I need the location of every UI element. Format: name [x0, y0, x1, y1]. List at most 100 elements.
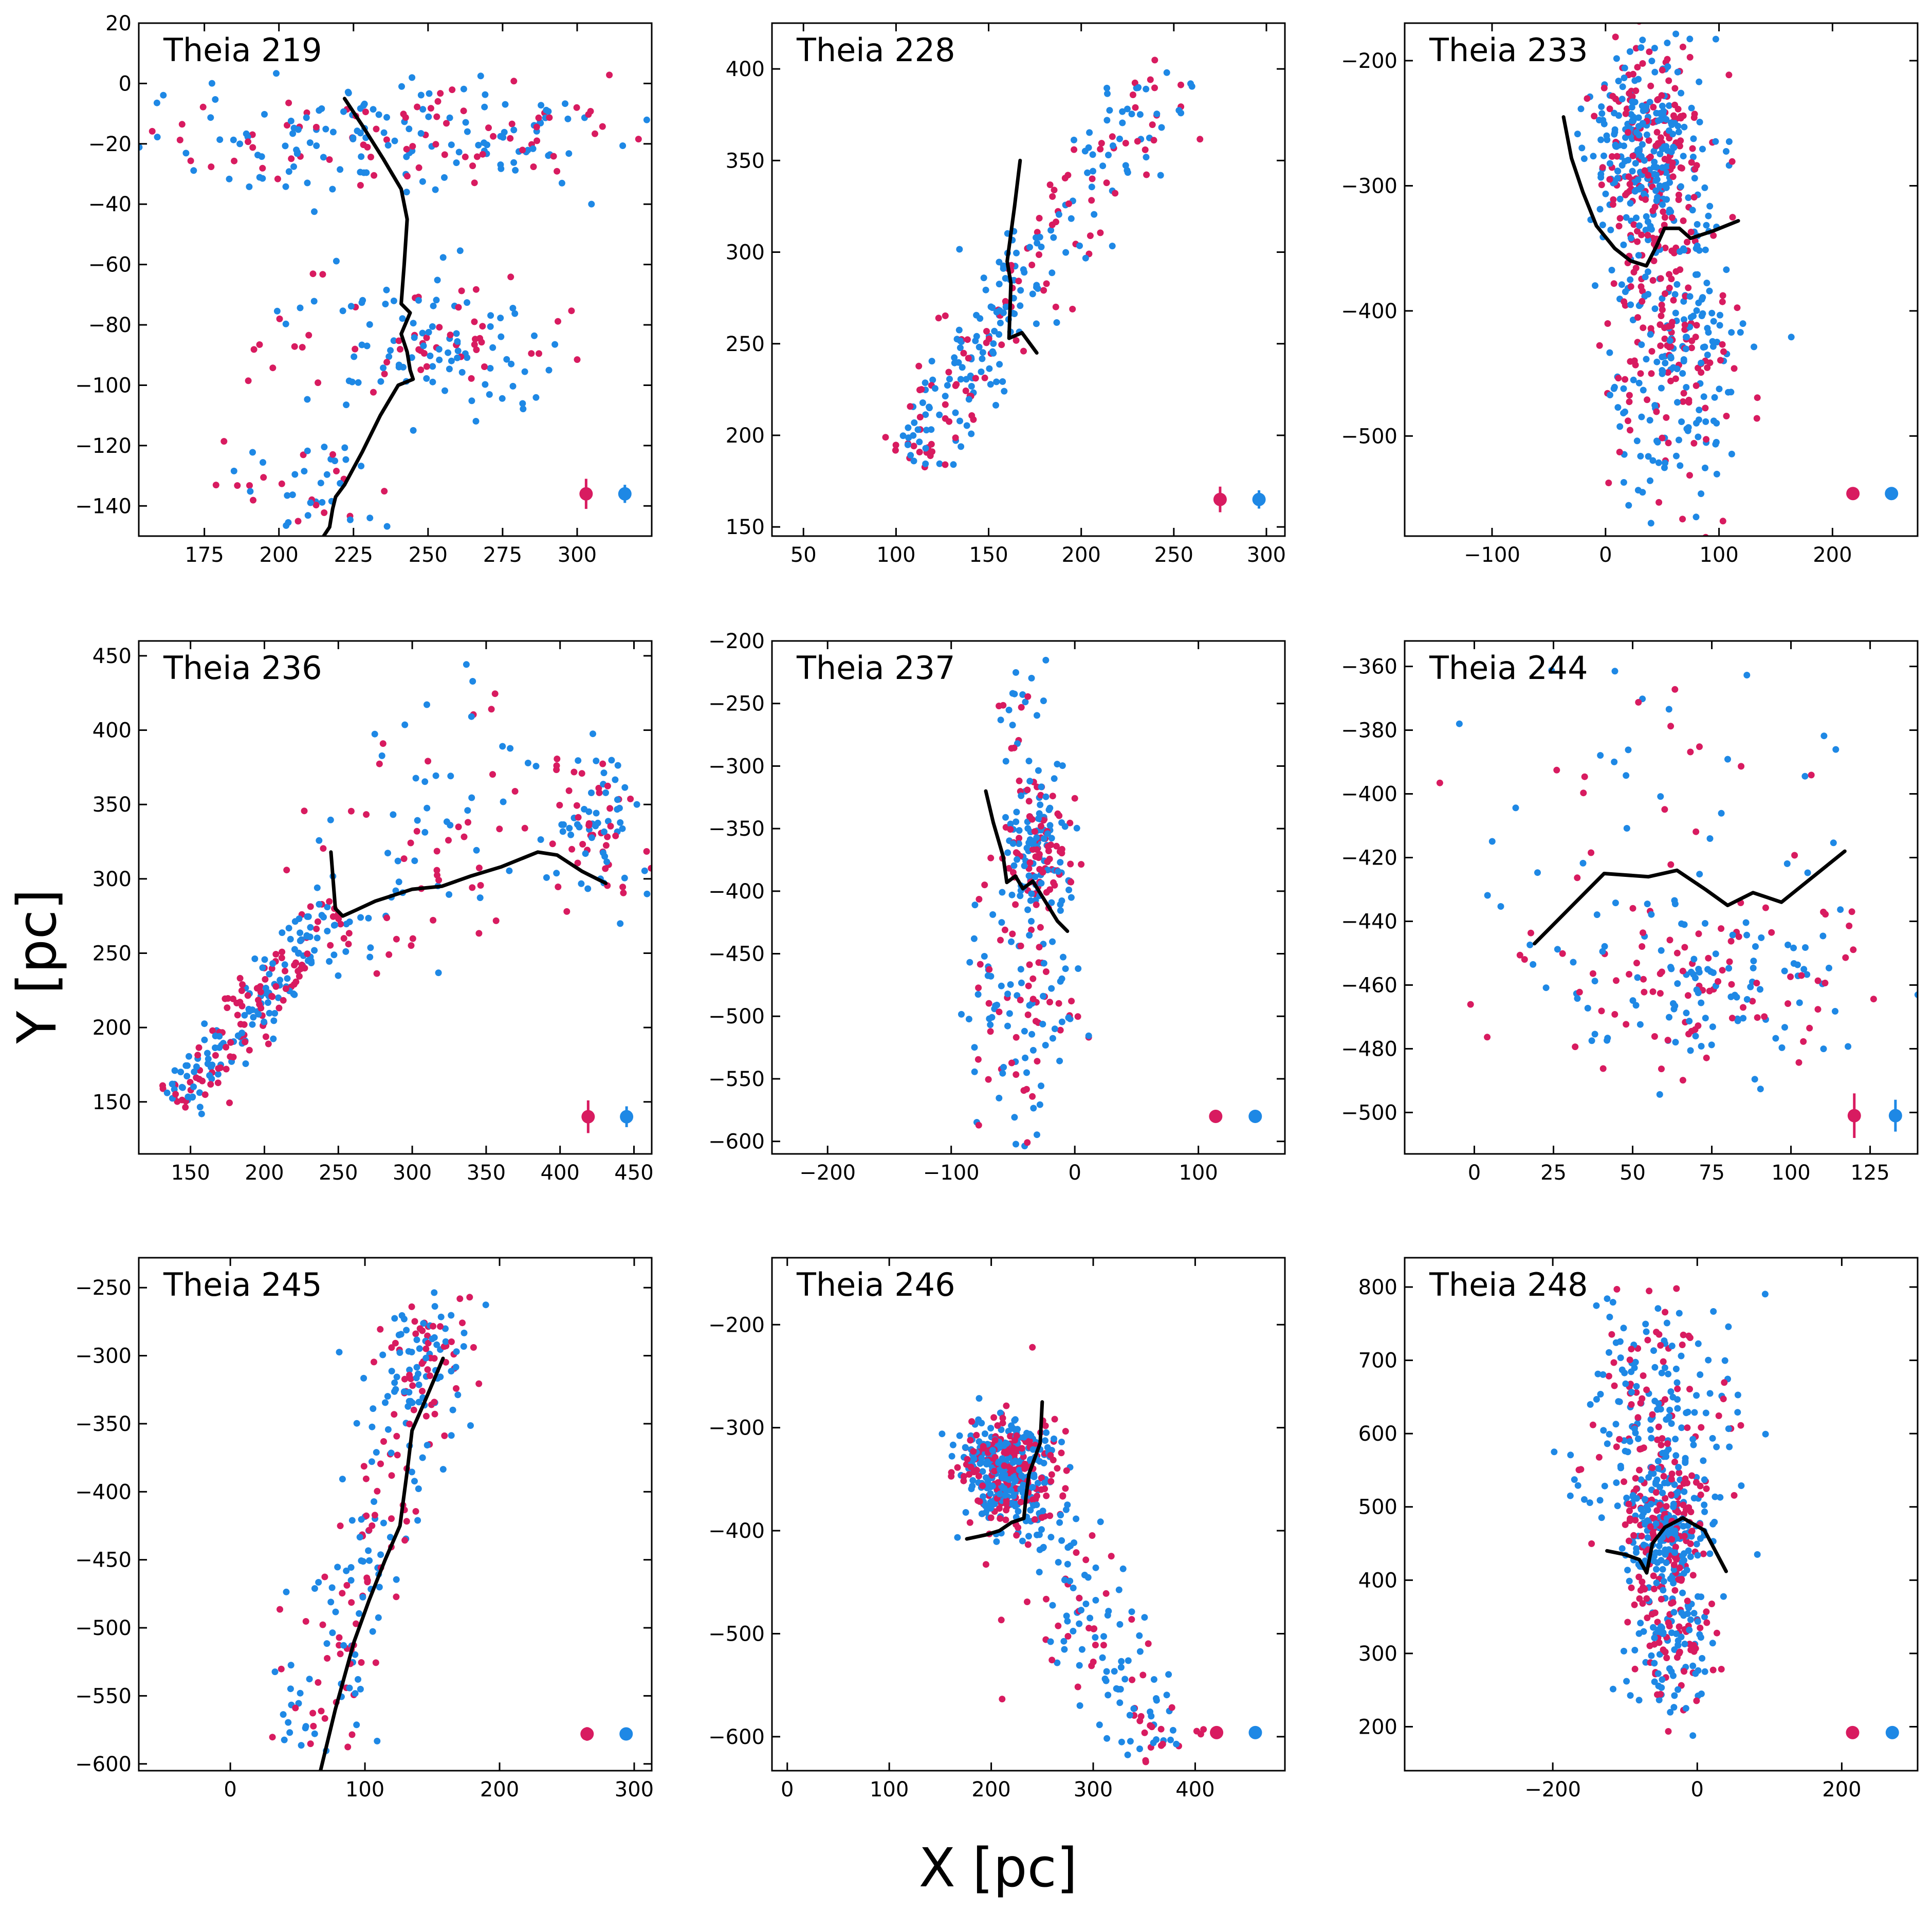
- red-point: [1100, 1642, 1107, 1649]
- blue-point: [383, 286, 390, 293]
- blue-point: [923, 427, 930, 434]
- blue-point: [986, 1015, 993, 1022]
- blue-point: [212, 96, 219, 103]
- blue-point: [297, 929, 304, 936]
- blue-point: [1725, 1425, 1732, 1432]
- red-point: [195, 1044, 203, 1051]
- blue-point: [1034, 240, 1041, 247]
- x-tick-label: 250: [319, 1161, 358, 1185]
- trend-line: [1533, 849, 1847, 946]
- red-point: [1666, 936, 1673, 944]
- red-point: [274, 175, 281, 182]
- red-point: [262, 976, 269, 983]
- blue-point: [971, 902, 979, 909]
- x-tick-label: 400: [541, 1161, 580, 1185]
- blue-point: [1082, 1601, 1090, 1607]
- y-tick-label: −460: [1341, 973, 1397, 997]
- red-point: [1687, 229, 1695, 235]
- red-point: [962, 387, 969, 394]
- blue-point: [1659, 1490, 1666, 1497]
- blue-point: [1659, 102, 1666, 109]
- red-point: [585, 820, 593, 827]
- red-point: [436, 324, 443, 331]
- blue-point: [1009, 722, 1016, 729]
- blue-point: [1175, 107, 1183, 114]
- red-point: [1016, 835, 1023, 842]
- blue-point: [1581, 1496, 1588, 1503]
- red-error-marker: [1213, 486, 1227, 512]
- blue-point: [1651, 1634, 1658, 1641]
- blue-point: [1497, 903, 1504, 910]
- blue-error-marker-dot: [1248, 1725, 1262, 1739]
- plot-frame: [138, 22, 653, 537]
- red-point: [1036, 944, 1043, 951]
- blue-point: [1634, 487, 1642, 494]
- blue-error-marker: [1248, 1725, 1262, 1739]
- blue-point: [497, 133, 504, 140]
- red-point: [1137, 1713, 1145, 1720]
- red-point: [397, 346, 403, 353]
- blue-point: [910, 457, 917, 465]
- blue-point: [285, 168, 292, 175]
- blue-point: [974, 991, 982, 998]
- blue-point: [1845, 1043, 1852, 1050]
- red-point: [1644, 396, 1651, 403]
- red-point: [1689, 1572, 1697, 1579]
- blue-point: [1054, 761, 1061, 768]
- blue-point: [286, 1729, 293, 1736]
- blue-point: [1705, 329, 1712, 336]
- red-point: [1648, 370, 1655, 377]
- red-point: [1044, 858, 1051, 866]
- red-point: [314, 918, 321, 925]
- blue-point: [1684, 427, 1691, 434]
- blue-point: [1686, 35, 1694, 43]
- red-point: [973, 1431, 980, 1439]
- blue-point: [277, 977, 284, 984]
- red-point: [383, 914, 391, 922]
- blue-point: [1656, 182, 1663, 190]
- red-point: [1612, 33, 1619, 41]
- trend-line: [965, 1400, 1044, 1541]
- red-point: [1097, 145, 1104, 153]
- red-point: [1032, 1018, 1039, 1025]
- y-tick-label: 350: [726, 149, 765, 173]
- blue-point: [911, 419, 918, 426]
- blue-point: [454, 354, 461, 361]
- blue-point: [1650, 1347, 1657, 1354]
- blue-point: [1652, 1549, 1660, 1556]
- y-tick-label: −200: [708, 630, 765, 653]
- blue-point: [980, 274, 987, 282]
- blue-point: [230, 467, 237, 474]
- blue-point: [1026, 932, 1033, 939]
- red-point: [395, 337, 402, 344]
- blue-point: [1652, 177, 1660, 184]
- blue-point: [1681, 247, 1688, 254]
- red-point: [358, 1659, 365, 1666]
- red-point: [309, 1710, 317, 1717]
- blue-point: [1602, 190, 1609, 197]
- blue-point: [614, 762, 621, 769]
- x-tick-label: 450: [614, 1161, 653, 1185]
- blue-point: [600, 769, 608, 777]
- blue-point: [956, 337, 964, 344]
- blue-point: [1639, 141, 1646, 148]
- blue-point: [1010, 862, 1018, 869]
- red-point: [965, 355, 972, 362]
- red-point: [575, 814, 582, 821]
- red-point: [563, 908, 571, 915]
- red-point: [1574, 874, 1581, 881]
- blue-point: [1623, 772, 1630, 779]
- blue-point: [452, 1364, 459, 1371]
- red-point: [414, 103, 421, 111]
- blue-point: [271, 1668, 279, 1676]
- blue-error-marker-dot: [620, 1110, 634, 1124]
- blue-point: [429, 323, 436, 330]
- blue-point: [604, 818, 612, 825]
- blue-point: [1134, 84, 1142, 91]
- blue-point: [250, 1014, 257, 1021]
- blue-point: [1577, 105, 1585, 113]
- blue-point: [432, 186, 439, 193]
- red-point: [1671, 1587, 1679, 1594]
- red-point: [1576, 988, 1583, 996]
- blue-point: [445, 349, 452, 356]
